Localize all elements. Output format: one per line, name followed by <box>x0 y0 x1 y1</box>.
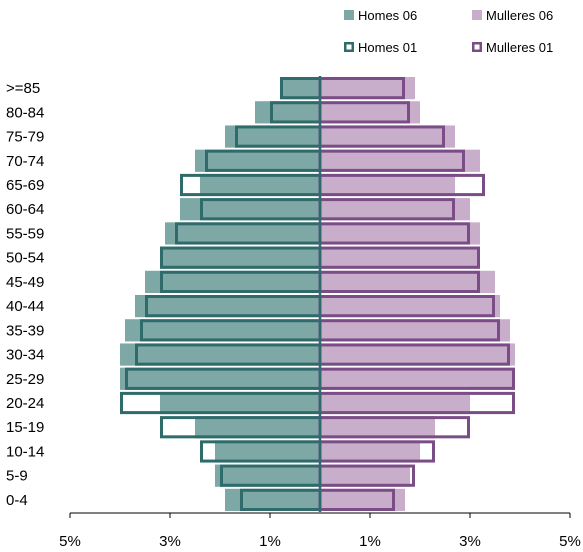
x-tick-label: 1% <box>259 533 281 550</box>
bar-homes-06-80-84 <box>255 101 320 124</box>
category-label-40-44: 40-44 <box>6 298 44 315</box>
legend-item-mulleres-06: Mulleres 06 <box>472 8 553 23</box>
x-tick-label: 3% <box>459 533 481 550</box>
bar-mulleres-06-30-34 <box>320 343 515 366</box>
bar-homes-06-60-64 <box>180 198 320 221</box>
legend-swatch-mulleres-01 <box>472 42 482 52</box>
legend-label-homes-01: Homes 01 <box>358 40 417 55</box>
category-label-20-24: 20-24 <box>6 395 44 412</box>
bar-mulleres-06-40-44 <box>320 295 500 318</box>
bar-mulleres-06-25-29 <box>320 367 515 390</box>
category-label-5-9: 5-9 <box>6 468 28 485</box>
bar-homes-06-5-9 <box>215 464 320 487</box>
bar-homes-06-20-24 <box>160 391 320 415</box>
bar-homes-06-30-34 <box>120 343 320 366</box>
bar-homes-06-50-54 <box>160 246 320 269</box>
bar-mulleres-06-60-64 <box>320 198 470 221</box>
bar-homes-06-75-79 <box>225 125 320 148</box>
x-tick-label: 3% <box>159 533 181 550</box>
bar-homes-06-40-44 <box>135 295 320 318</box>
bar-mulleres-06-20-24 <box>320 391 470 415</box>
bar-homes-06-0-4 <box>225 488 320 511</box>
category-label-35-39: 35-39 <box>6 322 44 339</box>
axes <box>69 76 571 518</box>
x-tick-labels: 5% 3% 1% 1% 3% 5% <box>59 533 581 550</box>
bar-homes-06-25-29 <box>120 367 320 390</box>
bar-mulleres-06-15-19 <box>320 416 435 439</box>
category-label-80-84: 80-84 <box>6 104 44 121</box>
filled-bars-2006 <box>120 77 515 511</box>
legend: Homes 06 Mulleres 06 Homes 01 Mulleres 01 <box>344 8 553 55</box>
bar-mulleres-06-85 <box>320 77 415 100</box>
category-label-45-49: 45-49 <box>6 274 44 291</box>
bar-mulleres-06-35-39 <box>320 319 510 342</box>
category-label-85: >=85 <box>6 80 40 97</box>
bar-mulleres-06-80-84 <box>320 101 420 124</box>
legend-item-mulleres-01: Mulleres 01 <box>472 40 553 55</box>
legend-label-mulleres-01: Mulleres 01 <box>486 40 553 55</box>
bar-homes-06-10-14 <box>215 440 320 463</box>
bar-homes-06-35-39 <box>125 319 320 342</box>
bar-mulleres-06-0-4 <box>320 488 405 511</box>
legend-label-mulleres-06: Mulleres 06 <box>486 8 553 23</box>
legend-swatch-mulleres-06 <box>472 10 482 20</box>
bar-homes-06-55-59 <box>165 222 320 245</box>
bar-mulleres-06-10-14 <box>320 440 420 463</box>
x-tick-label: 5% <box>59 533 81 550</box>
legend-label-homes-06: Homes 06 <box>358 8 417 23</box>
bar-mulleres-06-45-49 <box>320 270 495 293</box>
bar-mulleres-06-5-9 <box>320 464 410 487</box>
category-label-60-64: 60-64 <box>6 201 44 218</box>
bar-mulleres-06-50-54 <box>320 246 480 269</box>
category-label-75-79: 75-79 <box>6 129 44 146</box>
bar-homes-06-65-69 <box>200 173 320 197</box>
category-label-65-69: 65-69 <box>6 177 44 194</box>
bar-mulleres-06-75-79 <box>320 125 455 148</box>
bar-mulleres-06-70-74 <box>320 149 480 172</box>
category-label-55-59: 55-59 <box>6 225 44 242</box>
category-label-30-34: 30-34 <box>6 347 44 364</box>
legend-swatch-homes-06 <box>344 10 354 20</box>
x-tick-label: 5% <box>559 533 581 550</box>
category-label-25-29: 25-29 <box>6 371 44 388</box>
x-tick-label: 1% <box>359 533 381 550</box>
bar-homes-06-85 <box>280 77 320 100</box>
bar-homes-06-15-19 <box>195 416 320 439</box>
bar-homes-06-45-49 <box>145 270 320 293</box>
legend-swatch-homes-01 <box>344 42 354 52</box>
category-label-70-74: 70-74 <box>6 153 44 170</box>
bar-mulleres-06-55-59 <box>320 222 480 245</box>
category-labels: 0-4 5-9 10-14 15-19 20-24 25-29 30-34 35-39 40-4… <box>6 80 44 509</box>
category-label-15-19: 15-19 <box>6 419 44 436</box>
category-label-50-54: 50-54 <box>6 250 44 267</box>
category-label-10-14: 10-14 <box>6 443 44 460</box>
bar-homes-06-70-74 <box>195 149 320 172</box>
legend-item-homes-06: Homes 06 <box>344 8 417 23</box>
legend-item-homes-01: Homes 01 <box>344 40 417 55</box>
category-label-0-4: 0-4 <box>6 492 28 509</box>
bar-mulleres-06-65-69 <box>320 173 455 197</box>
